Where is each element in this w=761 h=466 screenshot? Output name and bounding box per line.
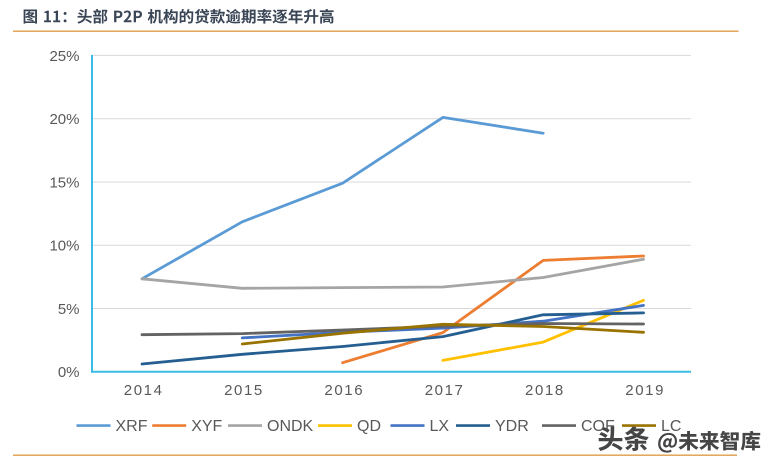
svg-text:2016: 2016 xyxy=(324,382,364,399)
svg-text:XYF: XYF xyxy=(191,418,222,435)
svg-text:COF: COF xyxy=(581,418,615,435)
svg-text:QD: QD xyxy=(357,418,381,435)
svg-text:2015: 2015 xyxy=(224,382,264,399)
svg-text:25%: 25% xyxy=(49,48,79,65)
svg-text:20%: 20% xyxy=(49,111,79,128)
svg-text:LC: LC xyxy=(661,418,681,435)
svg-text:10%: 10% xyxy=(49,238,79,255)
svg-text:5%: 5% xyxy=(58,301,80,318)
svg-text:2018: 2018 xyxy=(525,382,565,399)
svg-text:0%: 0% xyxy=(58,364,80,381)
svg-text:2017: 2017 xyxy=(425,382,465,399)
svg-text:ONDK: ONDK xyxy=(267,418,314,435)
svg-text:2019: 2019 xyxy=(625,382,665,399)
svg-text:XRF: XRF xyxy=(116,418,148,435)
svg-text:LX: LX xyxy=(430,418,450,435)
svg-text:2014: 2014 xyxy=(124,382,164,399)
svg-text:YDR: YDR xyxy=(495,418,529,435)
svg-text:15%: 15% xyxy=(49,174,79,191)
